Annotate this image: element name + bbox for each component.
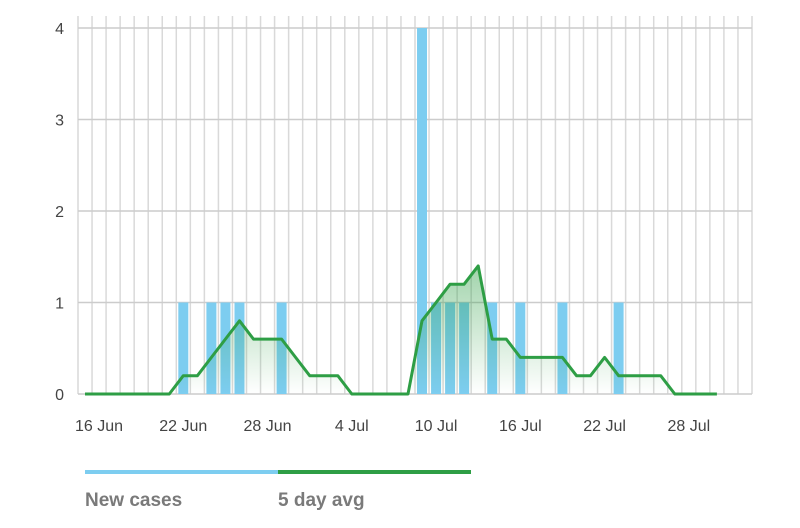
legend-label-new-cases: New cases: [85, 490, 183, 511]
x-tick-label: 16 Jul: [499, 418, 542, 435]
legend: New cases 5 day avg: [85, 470, 471, 511]
legend-item-new-cases[interactable]: New cases: [85, 470, 278, 511]
bar-new-cases: [557, 302, 568, 394]
x-tick-label: 10 Jul: [415, 418, 458, 435]
x-tick-label: 28 Jun: [244, 418, 292, 435]
x-tick-label: 22 Jul: [583, 418, 626, 435]
bar-new-cases: [206, 302, 217, 394]
avg-area: [85, 265, 717, 394]
legend-label-5-day-avg: 5 day avg: [278, 490, 365, 511]
legend-item-5-day-avg[interactable]: 5 day avg: [278, 470, 471, 511]
y-tick-label: 0: [55, 387, 64, 404]
legend-swatch-5-day-avg: [278, 470, 471, 474]
legend-swatch-new-cases: [85, 470, 278, 474]
y-tick-label: 3: [55, 113, 64, 130]
x-tick-label: 22 Jun: [159, 418, 207, 435]
x-tick-label: 28 Jul: [667, 418, 710, 435]
x-axis-ticks: 16 Jun 22 Jun 28 Jun 4 Jul 10 Jul 16 Jul 22 Ju…: [75, 418, 710, 435]
y-tick-label: 4: [55, 21, 64, 38]
bar-new-cases: [515, 302, 526, 394]
x-tick-label: 16 Jun: [75, 418, 123, 435]
bar-new-cases: [178, 302, 189, 394]
bar-new-cases: [417, 28, 428, 394]
x-tick-label: 4 Jul: [335, 418, 369, 435]
y-tick-label: 2: [55, 204, 64, 221]
avg-line: [85, 264, 717, 396]
bar-new-cases: [613, 302, 624, 394]
y-axis-ticks: 0 1 2 3 4: [55, 21, 64, 404]
y-tick-label: 1: [55, 296, 64, 313]
grid: [77, 16, 753, 395]
